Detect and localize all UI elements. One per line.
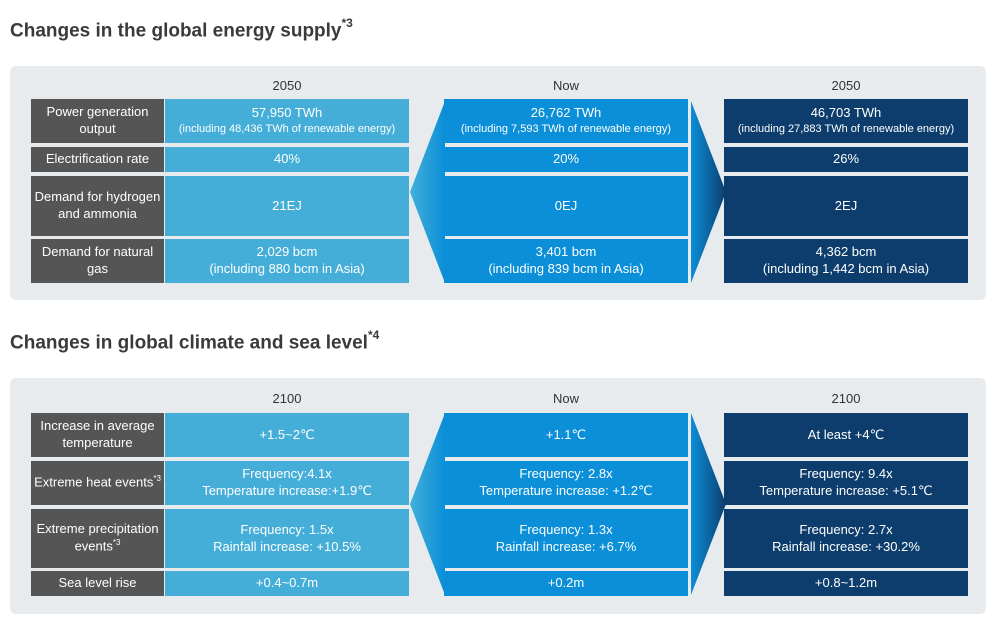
- row-label-extreme-precipitation: Extreme precipitation events*3: [31, 509, 164, 568]
- energy-panel: 2050 Now 2050 Power generation output 57…: [10, 66, 986, 300]
- avg-temp-now: +1.1℃: [444, 413, 688, 457]
- cell-value: Frequency: 2.7x: [799, 521, 893, 537]
- cell-subvalue: (including 48,436 TWh of renewable energ…: [178, 123, 396, 136]
- heat-2100-right: Frequency: 9.4x Temperature increase: +5…: [724, 461, 968, 505]
- hydrogen-2050-left: 21EJ: [165, 176, 409, 236]
- hydrogen-2050-right: 2EJ: [724, 176, 968, 236]
- cell-value: Frequency: 2.8x: [519, 466, 613, 482]
- power-generation-2050-left: 57,950 TWh (including 48,436 TWh of rene…: [165, 99, 409, 143]
- precip-now: Frequency: 1.3x Rainfall increase: +6.7%: [444, 509, 688, 568]
- heat-2100-left: Frequency:4.1x Temperature increase:+1.9…: [165, 461, 409, 505]
- cell-subvalue: Temperature increase:+1.9℃: [202, 483, 372, 498]
- row-label-hydrogen-ammonia: Demand for hydrogen and ammonia: [31, 176, 164, 236]
- natural-gas-2050-left: 2,029 bcm (including 880 bcm in Asia): [165, 239, 409, 283]
- row-label-average-temperature: Increase in average temperature: [31, 413, 164, 457]
- footnote-ref: *3: [112, 538, 121, 548]
- cell-subvalue: Rainfall increase: +10.5%: [213, 538, 361, 554]
- row-label-sea-level-rise: Sea level rise: [31, 571, 164, 596]
- climate-section-title: Changes in global climate and sea level*…: [10, 328, 380, 354]
- cell-value: Frequency: 9.4x: [799, 466, 893, 482]
- cell-subvalue: (including 880 bcm in Asia): [209, 261, 365, 276]
- column-header-now: Now: [552, 78, 579, 93]
- column-header-2100-left: 2100: [272, 391, 302, 406]
- cell-subvalue: (including 1,442 bcm in Asia): [762, 261, 930, 276]
- power-generation-now: 26,762 TWh (including 7,593 TWh of renew…: [444, 99, 688, 143]
- cell-value: Frequency: 1.3x: [519, 521, 613, 537]
- row-label-electrification: Electrification rate: [31, 147, 164, 172]
- cell-value: 57,950 TWh: [251, 105, 323, 121]
- climate-panel: 2100 Now 2100 Increase in average temper…: [10, 378, 986, 614]
- footnote-ref: *3: [153, 474, 161, 484]
- column-header-2050-left: 2050: [272, 78, 302, 93]
- cell-value: 46,703 TWh: [810, 105, 882, 121]
- cell-value: Frequency: 1.5x: [240, 521, 334, 537]
- energy-title-note: *3: [341, 16, 353, 30]
- right-arrow-icon: [691, 413, 726, 595]
- left-arrow-icon: [410, 101, 445, 283]
- cell-subvalue: (including 27,883 TWh of renewable energ…: [737, 123, 955, 136]
- cell-subvalue: Rainfall increase: +6.7%: [495, 538, 637, 554]
- heat-now: Frequency: 2.8x Temperature increase: +1…: [444, 461, 688, 505]
- power-generation-2050-right: 46,703 TWh (including 27,883 TWh of rene…: [724, 99, 968, 143]
- left-arrow-icon: [410, 413, 445, 595]
- natural-gas-now: 3,401 bcm (including 839 bcm in Asia): [444, 239, 688, 283]
- column-header-2050-right: 2050: [831, 78, 861, 93]
- sea-level-now: +0.2m: [444, 571, 688, 596]
- row-label-text: Extreme precipitation events: [36, 521, 159, 554]
- row-label-natural-gas: Demand for natural gas: [31, 239, 164, 283]
- precip-2100-right: Frequency: 2.7x Rainfall increase: +30.2…: [724, 509, 968, 568]
- cell-subvalue: Temperature increase: +5.1℃: [759, 483, 933, 498]
- right-arrow-icon: [691, 101, 726, 283]
- row-label-text: Extreme heat events: [34, 474, 154, 490]
- row-label-power-generation: Power generation output: [31, 99, 164, 143]
- precip-2100-left: Frequency: 1.5x Rainfall increase: +10.5…: [165, 509, 409, 568]
- cell-value: 3,401 bcm: [535, 244, 597, 260]
- hydrogen-now: 0EJ: [444, 176, 688, 236]
- electrification-now: 20%: [444, 147, 688, 172]
- cell-value: Frequency:4.1x: [242, 466, 332, 482]
- avg-temp-2100-left: +1.5~2℃: [165, 413, 409, 457]
- cell-value: 4,362 bcm: [815, 244, 877, 260]
- electrification-2050-left: 40%: [165, 147, 409, 172]
- avg-temp-2100-right: At least +4℃: [724, 413, 968, 457]
- cell-value: 2,029 bcm: [256, 244, 318, 260]
- column-header-now: Now: [552, 391, 579, 406]
- electrification-2050-right: 26%: [724, 147, 968, 172]
- cell-value: 26,762 TWh: [530, 105, 602, 121]
- cell-subvalue: (including 839 bcm in Asia): [488, 261, 644, 276]
- sea-level-2100-left: +0.4~0.7m: [165, 571, 409, 596]
- cell-subvalue: (including 7,593 TWh of renewable energy…: [460, 123, 672, 136]
- cell-subvalue: Temperature increase: +1.2℃: [479, 483, 653, 498]
- sea-level-2100-right: +0.8~1.2m: [724, 571, 968, 596]
- column-header-2100-right: 2100: [831, 391, 861, 406]
- cell-subvalue: Rainfall increase: +30.2%: [772, 538, 920, 554]
- climate-title-note: *4: [367, 328, 380, 342]
- energy-section-title: Changes in the global energy supply*3: [10, 16, 353, 42]
- natural-gas-2050-right: 4,362 bcm (including 1,442 bcm in Asia): [724, 239, 968, 283]
- row-label-extreme-heat: Extreme heat events*3: [31, 461, 164, 505]
